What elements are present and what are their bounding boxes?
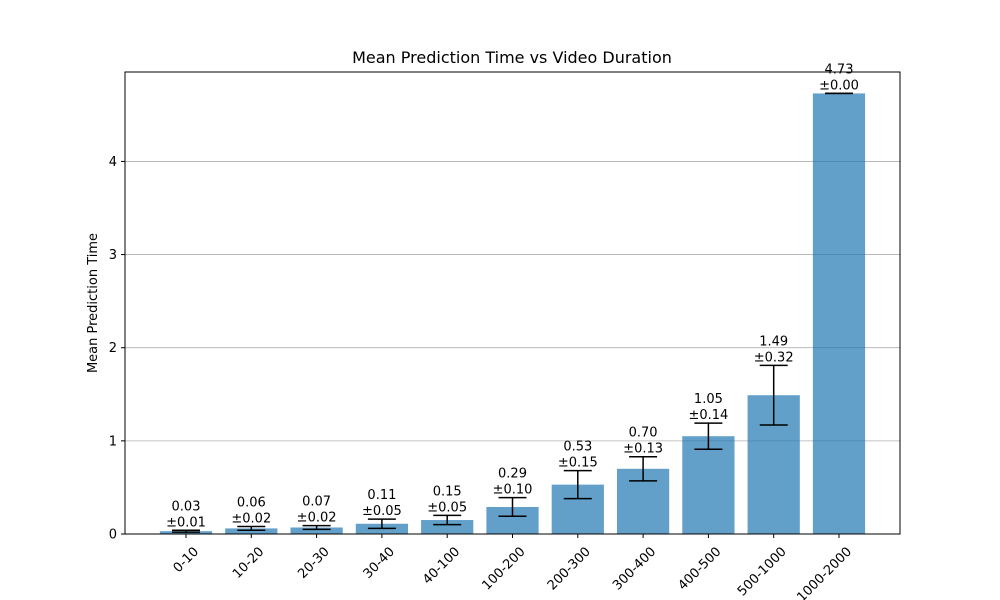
x-tick-label: 10-20	[230, 544, 267, 581]
error-label: ±0.13	[623, 442, 663, 457]
bar	[682, 436, 735, 534]
error-label: ±0.02	[231, 512, 271, 527]
value-label: 0.29	[498, 467, 527, 482]
x-tick-label: 0-10	[171, 544, 202, 575]
x-tick-label: 300-400	[610, 544, 659, 593]
y-tick-label: 0	[109, 528, 117, 543]
x-tick-label: 20-30	[295, 544, 332, 581]
value-label: 0.07	[302, 495, 331, 510]
x-tick-label: 1000-2000	[794, 544, 855, 600]
error-label: ±0.00	[819, 78, 859, 93]
bar	[290, 527, 343, 534]
error-label: ±0.10	[493, 483, 533, 498]
plot-area-frame	[124, 71, 901, 535]
value-label: 0.70	[629, 426, 658, 441]
value-label: 4.73	[825, 62, 854, 77]
x-tick-label: 30-40	[361, 544, 398, 581]
value-label: 0.11	[367, 488, 396, 503]
error-label: ±0.01	[166, 515, 206, 530]
y-tick-label: 1	[109, 434, 117, 449]
y-tick-label: 2	[109, 341, 117, 356]
x-axis-ticks: 0-10 10-20 20-30 30-40 40-100 100-200 200-300 3…	[171, 534, 855, 600]
y-axis-ticks: 0 1 2 3 4	[109, 155, 125, 543]
y-tick-label: 4	[109, 155, 117, 170]
value-label: 0.03	[172, 499, 201, 514]
error-label: ±0.05	[427, 500, 467, 515]
x-tick-label: 40-100	[420, 544, 463, 587]
y-axis-label: Mean Prediction Time	[86, 233, 101, 373]
error-label: ±0.02	[297, 511, 337, 526]
value-label: 1.05	[694, 392, 723, 407]
y-tick-label: 3	[109, 248, 117, 263]
bar	[812, 93, 866, 534]
chart-title: Mean Prediction Time vs Video Duration	[352, 48, 672, 67]
value-label: 0.06	[237, 496, 266, 511]
value-label: 1.49	[759, 334, 788, 349]
bar	[421, 520, 474, 534]
value-label: 0.15	[433, 484, 462, 499]
x-tick-label: 100-200	[480, 544, 529, 593]
x-tick-label: 200-300	[545, 544, 594, 593]
error-label: ±0.15	[558, 456, 598, 471]
value-label: 0.53	[563, 440, 592, 455]
value-annotations: ±0.010.03±0.020.06±0.020.07±0.050.11±0.0…	[166, 62, 859, 530]
bar	[225, 528, 278, 534]
error-label: ±0.32	[754, 350, 794, 365]
x-tick-label: 400-500	[675, 544, 724, 593]
error-label: ±0.05	[362, 504, 402, 519]
error-bars	[172, 92, 853, 533]
error-label: ±0.14	[688, 408, 728, 423]
x-tick-label: 500-1000	[735, 544, 790, 599]
